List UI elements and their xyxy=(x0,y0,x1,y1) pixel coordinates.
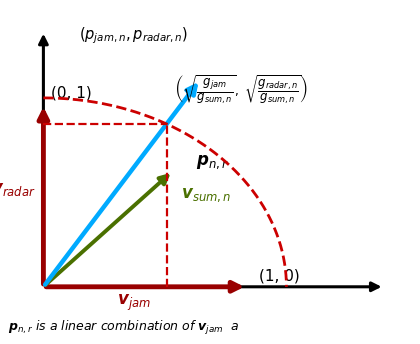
Text: $( p_{jam,n}, p_{radar,n})$: $( p_{jam,n}, p_{radar,n})$ xyxy=(79,25,188,46)
Text: $\boldsymbol{p}_{n,r}$ is a linear combination of $\boldsymbol{v}_{jam}$  a: $\boldsymbol{p}_{n,r}$ is a linear combi… xyxy=(8,319,240,337)
Text: $\left(\sqrt{\dfrac{g_{jam}}{g_{sum,n}}},\ \sqrt{\dfrac{g_{radar,n}}{g_{sum,n}}}: $\left(\sqrt{\dfrac{g_{jam}}{g_{sum,n}}}… xyxy=(174,73,309,106)
Text: (1, 0): (1, 0) xyxy=(259,269,300,284)
Text: (0, 1): (0, 1) xyxy=(51,86,92,101)
Text: $\boldsymbol{v}_{radar}$: $\boldsymbol{v}_{radar}$ xyxy=(0,180,36,198)
Text: $\boldsymbol{p}_{n,r}$: $\boldsymbol{p}_{n,r}$ xyxy=(196,153,229,171)
Text: $\boldsymbol{v}_{jam}$: $\boldsymbol{v}_{jam}$ xyxy=(117,293,150,313)
Text: $\boldsymbol{v}_{sum,n}$: $\boldsymbol{v}_{sum,n}$ xyxy=(181,186,231,204)
